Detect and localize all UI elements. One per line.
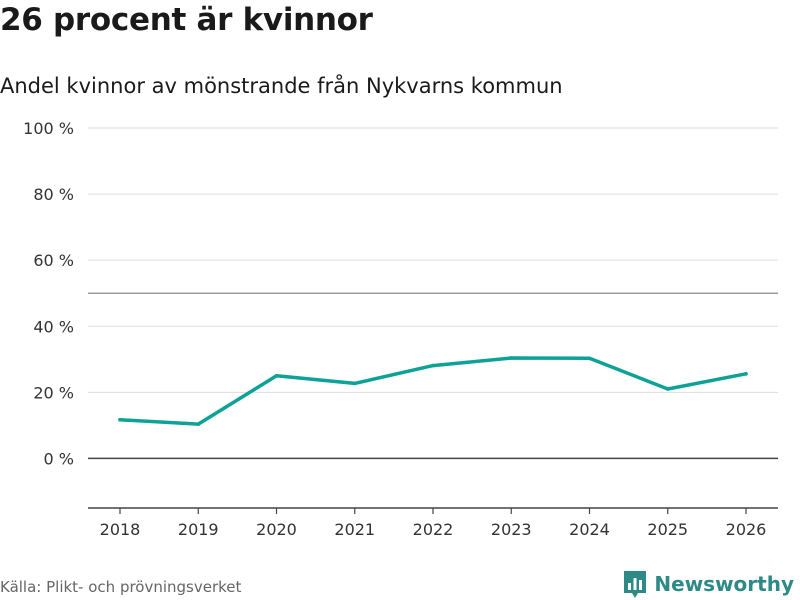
data-point-2022 — [431, 363, 435, 368]
data-point-2024 — [587, 356, 592, 361]
y-tick-label-40: 40 % — [33, 317, 74, 336]
x-tick-label-2026: 2026 — [726, 520, 767, 539]
axes — [88, 507, 778, 514]
y-tick-label-20: 20 % — [33, 383, 74, 402]
x-tick-label-2018: 2018 — [100, 520, 141, 539]
data-point-2026 — [744, 372, 748, 376]
data-point-2019 — [196, 422, 201, 426]
x-tick-label-2025: 2025 — [647, 520, 688, 539]
chart-title: 26 procent är kvinnor — [0, 2, 373, 38]
y-tick-label-80: 80 % — [33, 185, 74, 204]
newsworthy-logo-icon — [624, 571, 647, 598]
x-tick-labels: 2018 2019 2020 2021 2022 2023 2024 2025 2026 — [100, 520, 767, 539]
data-point-2023 — [509, 356, 514, 360]
x-tick-label-2019: 2019 — [178, 520, 219, 539]
line-chart: 0 % 20 % 40 % 60 % 80 % 100 % 2018 2019 2020 202… — [23, 119, 778, 539]
brand-logo: Newsworthy — [622, 569, 794, 599]
y-tick-label-0: 0 % — [44, 449, 74, 468]
data-point-2021 — [352, 381, 357, 386]
chart-subtitle: Andel kvinnor av mönstrande från Nykvarn… — [0, 74, 563, 98]
x-tick-label-2023: 2023 — [491, 520, 532, 539]
source-note: Källa: Plikt- och prövningsverket — [0, 578, 242, 596]
series-line-0 — [118, 356, 748, 426]
data-point-2025 — [665, 387, 670, 391]
x-tick-label-2024: 2024 — [569, 520, 610, 539]
x-tick-label-2021: 2021 — [334, 520, 375, 539]
y-tick-labels: 0 % 20 % 40 % 60 % 80 % 100 % — [23, 119, 74, 468]
x-tick-label-2020: 2020 — [256, 520, 297, 539]
brand-name: Newsworthy — [654, 572, 794, 596]
data-point-2020 — [274, 374, 279, 378]
data-point-2018 — [118, 417, 122, 422]
y-tick-label-100: 100 % — [23, 119, 74, 138]
series — [118, 356, 748, 426]
x-tick-label-2022: 2022 — [413, 520, 454, 539]
gridlines — [88, 127, 778, 460]
y-tick-label-60: 60 % — [33, 251, 74, 270]
